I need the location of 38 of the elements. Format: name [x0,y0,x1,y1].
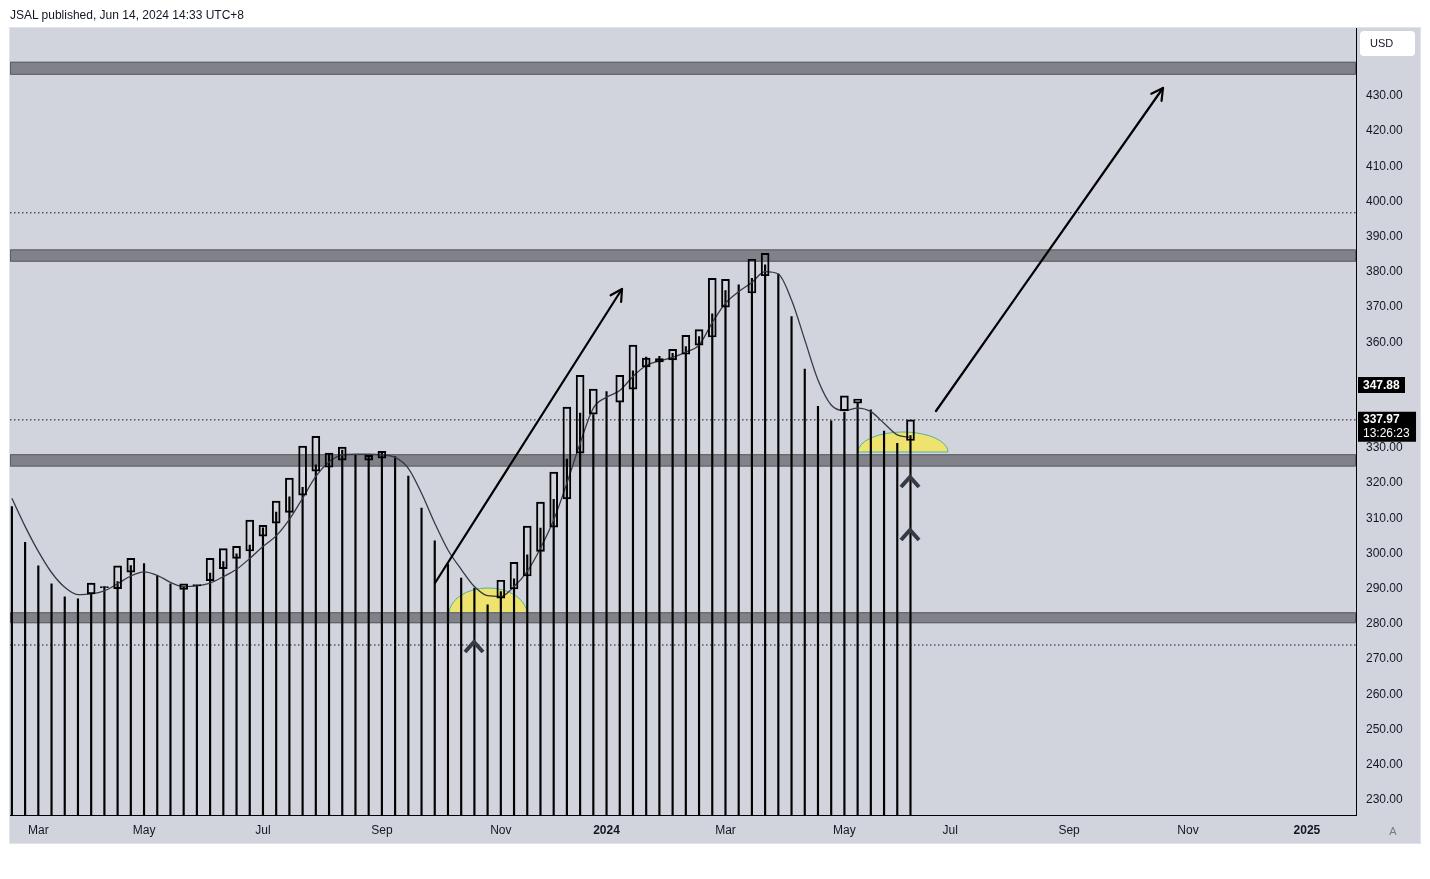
x-tick-label: Sep [371,822,393,837]
y-tick-label: 250.00 [1366,721,1404,736]
x-tick-label: Jul [255,822,271,837]
x-tick-label: May [833,822,856,837]
y-tick-label: 270.00 [1366,651,1404,666]
y-tick-label: 310.00 [1366,510,1404,525]
y-tick-label: 290.00 [1366,581,1404,595]
x-tick-label: May [132,822,156,837]
y-tick-label: 390.00 [1366,229,1404,244]
x-tick-label: 2025 [1293,822,1321,837]
x-tick-label: Jul [942,822,958,837]
y-tick-label: 280.00 [1366,616,1404,631]
y-tick-label: 330.00 [1366,440,1404,455]
text: JSAL published, Jun 14, 2024 14:33 UTC+8 [10,8,245,22]
x-tick-label: Nov [490,822,512,837]
y-tick-label: 300.00 [1366,545,1404,560]
x-tick-label: Mar [715,822,736,837]
text: A [1388,824,1398,839]
text: 13:26:23 [1363,426,1411,441]
y-tick-label: 380.00 [1366,264,1404,279]
x-tick-label: Sep [1058,822,1081,837]
y-tick-label: 410.00 [1366,158,1404,173]
text: USD [1360,31,1415,56]
x-tick-label: 2024 [593,822,621,837]
y-tick-label: 360.00 [1366,334,1404,349]
ref-line-label: 337.97 [1363,412,1401,427]
y-tick-label: 400.00 [1366,193,1404,208]
y-tick-label: 370.00 [1366,299,1404,314]
y-tick-label: 420.00 [1366,123,1404,138]
x-tick-label: Mar [27,822,49,837]
y-tick-label: 320.00 [1366,475,1404,490]
y-tick-label: 260.00 [1366,686,1404,701]
x-tick-label: Nov [1177,822,1199,837]
y-tick-label: 240.00 [1366,756,1404,771]
text: 347.88 [1358,377,1405,393]
y-tick-label: 230.00 [1366,792,1404,807]
line-series [11,270,912,598]
y-tick-label: 430.00 [1366,88,1404,103]
